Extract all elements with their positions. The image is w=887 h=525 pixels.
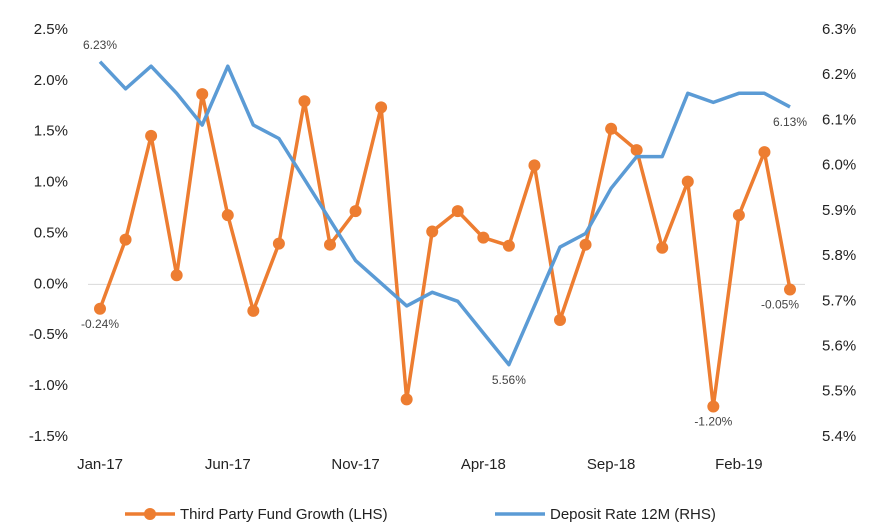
marker xyxy=(502,239,515,252)
marker xyxy=(272,237,285,250)
x-tick-label: Apr-18 xyxy=(461,456,506,473)
legend-marker xyxy=(144,508,156,520)
marker xyxy=(579,238,592,251)
y2-tick-label: 5.6% xyxy=(822,338,856,355)
y2-tick-label: 5.8% xyxy=(822,247,856,264)
marker xyxy=(324,238,336,251)
marker xyxy=(656,241,669,254)
series-line xyxy=(98,92,792,409)
marker xyxy=(196,88,209,101)
marker xyxy=(630,144,643,157)
y2-tick-label: 5.7% xyxy=(822,292,856,309)
marker xyxy=(349,205,362,218)
marker xyxy=(94,302,106,315)
y2-tick-label: 6.0% xyxy=(822,157,856,174)
marker xyxy=(426,225,439,238)
y2-tick-label: 5.4% xyxy=(822,428,856,445)
marker xyxy=(732,209,745,222)
y2-tick-label: 6.1% xyxy=(822,111,856,128)
legend-label: Third Party Fund Growth (LHS) xyxy=(180,506,388,523)
marker xyxy=(145,129,158,142)
y-tick-label: -1.5% xyxy=(29,428,68,445)
y2-tick-label: 5.5% xyxy=(822,383,856,400)
y-tick-label: 0.0% xyxy=(34,275,68,292)
marker xyxy=(681,175,694,188)
y-tick-label: -0.5% xyxy=(29,326,68,343)
data-label: 6.13% xyxy=(773,115,807,129)
x-tick-label: Sep-18 xyxy=(587,456,635,473)
y-tick-label: 2.5% xyxy=(34,21,68,38)
marker xyxy=(528,159,541,172)
series-line xyxy=(98,60,791,367)
x-tick-label: Jan-17 xyxy=(77,456,123,473)
data-label: -1.20% xyxy=(694,415,732,429)
marker xyxy=(375,101,388,114)
y-tick-label: 1.5% xyxy=(34,123,68,140)
legend-label: Deposit Rate 12M (RHS) xyxy=(550,506,716,523)
data-label: 6.23% xyxy=(83,38,117,52)
marker xyxy=(221,209,234,222)
marker xyxy=(477,231,490,244)
y2-tick-label: 6.3% xyxy=(822,21,856,38)
y-tick-label: 1.0% xyxy=(34,174,68,191)
x-tick-label: Jun-17 xyxy=(205,456,251,473)
data-label: -0.24% xyxy=(81,317,119,331)
marker xyxy=(119,233,132,246)
x-tick-label: Feb-19 xyxy=(715,456,763,473)
marker xyxy=(605,122,618,135)
marker xyxy=(451,205,464,218)
marker xyxy=(707,400,720,413)
marker xyxy=(170,269,183,282)
y2-tick-label: 6.2% xyxy=(822,66,856,83)
y-tick-label: -1.0% xyxy=(29,377,68,394)
marker xyxy=(758,146,771,159)
marker xyxy=(247,304,260,317)
data-label: -0.05% xyxy=(761,298,799,312)
marker xyxy=(784,283,796,296)
data-label: 5.56% xyxy=(492,373,526,387)
y2-tick-label: 5.9% xyxy=(822,202,856,219)
x-tick-label: Nov-17 xyxy=(331,456,379,473)
y-tick-label: 2.0% xyxy=(34,72,68,89)
marker xyxy=(400,393,413,406)
y-tick-label: 0.5% xyxy=(34,224,68,241)
marker xyxy=(298,95,311,108)
marker xyxy=(554,313,566,326)
